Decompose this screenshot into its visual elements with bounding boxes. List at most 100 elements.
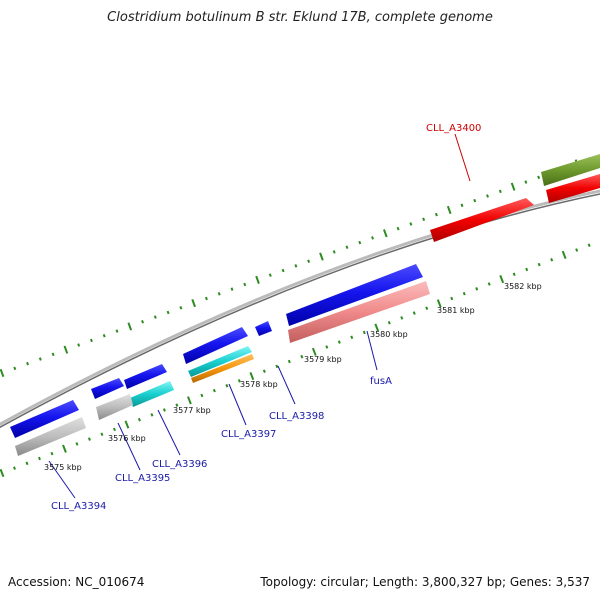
scale-label-3576: 3576 kbp: [108, 434, 146, 443]
inner-minor-tick: [25, 461, 29, 466]
scale-label-3582: 3582 kbp: [504, 282, 542, 291]
outer-minor-tick: [473, 198, 477, 203]
inner-minor-tick: [350, 335, 354, 340]
outer-minor-tick: [166, 310, 170, 315]
scale-label-3579: 3579 kbp: [304, 355, 342, 364]
outer-minor-tick: [371, 236, 374, 240]
inner-major-tick: [561, 250, 567, 259]
inner-minor-tick: [412, 311, 416, 315]
inner-minor-tick: [487, 282, 491, 286]
gene-cll-a3395-blue-arrow[interactable]: [91, 378, 124, 399]
gene-cll-a3397-orange-arrow[interactable]: [191, 354, 254, 383]
inner-minor-tick: [337, 340, 341, 344]
accession-text: Accession: NC_010674: [8, 575, 145, 589]
outer-major-tick: [510, 182, 516, 191]
genome-backbone-shadow: [0, 193, 600, 429]
gene-cll-a3394-gray-arrow[interactable]: [15, 417, 86, 456]
inner-major-tick: [249, 371, 255, 381]
inner-minor-tick: [512, 272, 516, 277]
inner-minor-tick: [462, 291, 466, 296]
inner-minor-tick: [50, 451, 54, 456]
inner-minor-tick: [175, 403, 179, 407]
outer-minor-tick: [486, 194, 489, 198]
outer-minor-tick: [26, 361, 30, 366]
gene-label-cll-a3394[interactable]: CLL_A3394: [51, 501, 106, 512]
gene-label-cll-a3397[interactable]: CLL_A3397: [221, 429, 276, 440]
inner-minor-tick: [137, 417, 141, 422]
inner-minor-tick: [525, 267, 529, 272]
inner-major-tick: [499, 275, 505, 284]
inner-tick-row: [0, 243, 591, 478]
outer-minor-tick: [537, 175, 541, 180]
outer-minor-tick: [141, 320, 145, 324]
gene-label-cll-a3400[interactable]: CLL_A3400: [426, 123, 481, 134]
gene-label-cll-a3395[interactable]: CLL_A3395: [115, 473, 170, 484]
inner-minor-tick: [537, 262, 541, 267]
inner-minor-tick: [450, 296, 454, 301]
outer-minor-tick: [38, 357, 42, 361]
inner-minor-tick: [300, 354, 304, 359]
outer-minor-tick: [332, 250, 336, 254]
scale-label-3578: 3578 kbp: [240, 380, 278, 389]
gene-cll-a3395-gray-arrow[interactable]: [96, 394, 133, 420]
outer-minor-tick: [358, 240, 362, 245]
genome-info-text: Topology: circular; Length: 3,800,327 bp…: [260, 575, 590, 589]
inner-minor-tick: [237, 379, 241, 383]
outer-major-tick: [255, 275, 260, 284]
outer-minor-tick: [243, 282, 247, 287]
outer-minor-tick: [89, 338, 93, 343]
inner-minor-tick: [100, 432, 104, 436]
scale-label-3581: 3581 kbp: [437, 306, 475, 315]
gene-cll-a3396-blue-arrow[interactable]: [124, 364, 167, 389]
inner-major-tick: [0, 468, 5, 478]
outer-minor-tick: [409, 222, 413, 226]
outer-minor-tick: [102, 333, 106, 338]
outer-tick-row: [0, 156, 592, 378]
inner-minor-tick: [262, 369, 266, 373]
gene-cll-a3394-blue-arrow[interactable]: [10, 400, 79, 438]
outer-minor-tick: [281, 268, 285, 273]
outer-minor-tick: [268, 273, 272, 277]
gene-label-cll-a3396[interactable]: CLL_A3396: [152, 459, 207, 470]
outer-minor-tick: [77, 343, 81, 347]
outer-major-tick: [127, 322, 133, 331]
outer-major-tick: [191, 299, 196, 308]
inner-minor-tick: [162, 408, 166, 412]
inner-major-tick: [374, 323, 380, 332]
gene-label-fusa[interactable]: fusA: [370, 376, 392, 387]
inner-minor-tick: [212, 388, 216, 393]
outer-major-tick: [383, 229, 388, 238]
inner-minor-tick: [38, 456, 41, 461]
outer-minor-tick: [153, 315, 157, 319]
gene-label-cll-a3398[interactable]: CLL_A3398: [269, 411, 324, 422]
gene-cll-a3396-cyan-arrow[interactable]: [130, 381, 174, 407]
inner-minor-tick: [200, 393, 204, 398]
inner-minor-tick: [587, 243, 591, 247]
outer-minor-tick: [115, 329, 119, 333]
gene-blue-small-arrow[interactable]: [255, 321, 272, 336]
gene-blue-long-arrow[interactable]: [286, 264, 423, 326]
inner-minor-tick: [112, 427, 116, 432]
outer-minor-tick: [345, 245, 349, 249]
gene-green-arrow[interactable]: [541, 154, 600, 186]
gene-red-right-arrow[interactable]: [546, 174, 600, 203]
outer-major-tick: [0, 368, 5, 378]
inner-minor-tick: [287, 359, 291, 364]
gene-cll-a3397-blue-arrow[interactable]: [183, 327, 248, 364]
gene-cll-a3397-cyan-arrow[interactable]: [188, 346, 252, 377]
outer-minor-tick: [51, 352, 55, 357]
gene-fusa-arrow[interactable]: [288, 281, 430, 343]
callout-lines: [48, 330, 378, 499]
outer-minor-tick: [307, 259, 311, 263]
outer-major-tick: [63, 345, 69, 354]
gene-cll-a3400-arrow[interactable]: [430, 198, 534, 242]
callout-line-cll-a3400: [454, 133, 471, 182]
inner-minor-tick: [475, 287, 479, 291]
inner-minor-tick: [575, 248, 579, 252]
outer-minor-tick: [204, 296, 208, 301]
outer-major-tick: [446, 205, 452, 215]
inner-major-tick: [311, 347, 317, 356]
inner-major-tick: [187, 396, 192, 405]
